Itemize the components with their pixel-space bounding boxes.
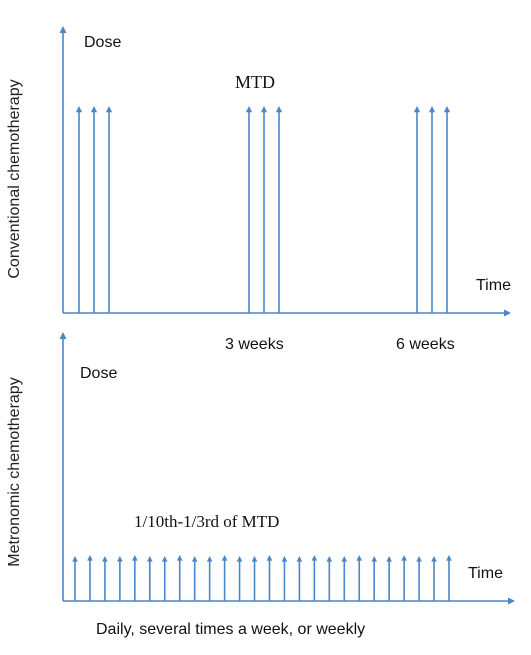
- bottom-dose-arrow-13: [251, 556, 258, 601]
- bottom-dose-arrow-6: [147, 556, 153, 601]
- bottom-dose-arrow-26-head: [446, 555, 452, 561]
- bottom-dose-arrow-14-head: [266, 555, 273, 561]
- top-y-axis-arrowhead: [59, 26, 67, 33]
- bottom-time-label: Time: [468, 565, 503, 582]
- bottom-dose-arrow-3: [102, 556, 108, 601]
- bottom-dose-arrow-20-head: [356, 555, 363, 561]
- mtd-label: MTD: [235, 72, 275, 92]
- bottom-dose-arrow-4: [117, 556, 123, 601]
- bottom-dose-arrow-25: [431, 556, 437, 601]
- top-time-label: Time: [476, 277, 511, 294]
- top-dose-label: Dose: [84, 34, 122, 51]
- bottom-dose-arrow-18-head: [326, 556, 333, 562]
- bottom-dose-arrow-26: [446, 555, 452, 601]
- bottom-dose-arrow-14: [266, 555, 273, 601]
- bottom-dose-arrow-15-head: [281, 556, 288, 562]
- bottom-dose-arrow-24-head: [416, 556, 422, 562]
- bottom-dose-label: Dose: [80, 365, 118, 382]
- schedule-caption: Daily, several times a week, or weekly: [96, 621, 366, 638]
- bottom-dose-arrow-5-head: [132, 555, 138, 561]
- bottom-dose-arrow-21: [371, 556, 377, 601]
- bottom-dose-arrow-10: [206, 556, 213, 601]
- top-x-axis-arrowhead: [504, 309, 511, 317]
- top-dose-arrow-g2-1: [245, 106, 253, 313]
- top-dose-arrow-g1-3-head: [105, 106, 113, 113]
- bottom-dose-arrow-25-head: [431, 556, 437, 562]
- bottom-dose-arrow-1-head: [72, 556, 78, 562]
- bottom-dose-arrow-5: [132, 555, 138, 601]
- bottom-dose-arrow-2-head: [87, 555, 93, 561]
- bottom-dose-arrow-19: [341, 556, 348, 601]
- bottom-dose-arrow-7: [161, 556, 168, 601]
- tick-label-6-weeks: 6 weeks: [396, 336, 455, 353]
- bottom-dose-arrow-19-head: [341, 556, 348, 562]
- bottom-dose-arrow-9-head: [191, 556, 198, 562]
- bottom-dose-arrow-16-head: [296, 556, 303, 562]
- top-dose-arrow-g3-2: [428, 106, 436, 313]
- bottom-dose-arrow-21-head: [371, 556, 377, 562]
- top-dose-arrow-g3-3-head: [443, 106, 451, 113]
- bottom-dose-arrow-9: [191, 556, 198, 601]
- top-dose-arrow-g3-2-head: [428, 106, 436, 113]
- bottom-dose-arrow-23-head: [401, 555, 407, 561]
- bottom-dose-arrow-10-head: [206, 556, 213, 562]
- bottom-dose-arrow-22: [386, 556, 392, 601]
- bottom-y-axis-arrowhead: [59, 332, 67, 339]
- bottom-dose-arrow-18: [326, 556, 333, 601]
- bottom-dose-arrow-12: [236, 556, 243, 601]
- top-dose-arrow-g1-1-head: [75, 106, 83, 113]
- bottom-dose-arrow-3-head: [102, 556, 108, 562]
- top-dose-arrow-g2-3: [275, 106, 283, 313]
- bottom-dose-arrow-1: [72, 556, 78, 601]
- top-dose-arrow-g3-1: [413, 106, 421, 313]
- top-dose-arrow-g2-2: [260, 106, 268, 313]
- tick-label-3-weeks: 3 weeks: [225, 336, 284, 353]
- bottom-dose-arrow-12-head: [236, 556, 243, 562]
- top-dose-arrow-g1-2: [90, 106, 98, 313]
- top-dose-arrow-g1-1: [75, 106, 83, 313]
- bottom-dose-arrow-23: [401, 555, 407, 601]
- top-dose-arrow-g3-1-head: [413, 106, 421, 113]
- top-dose-arrow-g2-1-head: [245, 106, 253, 113]
- low-dose-label: 1/10th-1/3rd of MTD: [134, 512, 280, 531]
- bottom-dose-arrow-11-head: [221, 555, 228, 561]
- bottom-dose-arrow-11: [221, 555, 228, 601]
- bottom-dose-arrow-8: [176, 555, 183, 601]
- bottom-dose-arrow-17-head: [311, 555, 318, 561]
- bottom-dose-arrow-20: [356, 555, 363, 601]
- bottom-dose-arrow-4-head: [117, 556, 123, 562]
- bottom-dose-arrow-22-head: [386, 556, 392, 562]
- bottom-x-axis-arrowhead: [508, 597, 515, 605]
- bottom-dose-arrow-7-head: [161, 556, 168, 562]
- top-dose-arrow-g3-3: [443, 106, 451, 313]
- bottom-dose-arrow-2: [87, 555, 93, 601]
- top-dose-arrow-g1-2-head: [90, 106, 98, 113]
- bottom-dose-arrow-16: [296, 556, 303, 601]
- bottom-dose-arrow-13-head: [251, 556, 258, 562]
- top-dose-arrow-g2-2-head: [260, 106, 268, 113]
- top-dose-arrow-g1-3: [105, 106, 113, 313]
- bottom-dose-arrow-6-head: [147, 556, 153, 562]
- bottom-dose-arrow-8-head: [176, 555, 183, 561]
- bottom-dose-arrow-15: [281, 556, 288, 601]
- bottom-dose-arrow-17: [311, 555, 318, 601]
- top-dose-arrow-g2-3-head: [275, 106, 283, 113]
- bottom-dose-arrow-24: [416, 556, 422, 601]
